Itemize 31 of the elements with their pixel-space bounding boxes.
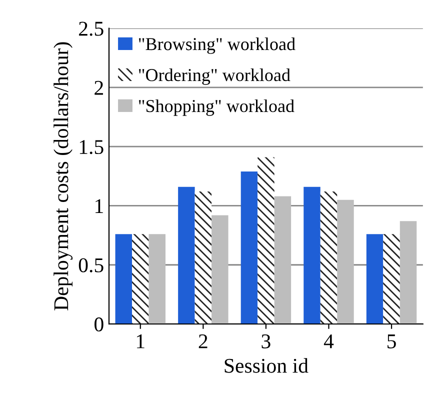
bar: [274, 196, 292, 324]
bar: [366, 234, 384, 324]
x-tick-label: 2: [198, 334, 208, 348]
y-tick-label: 2: [94, 80, 103, 95]
y-axis-title: Deployment costs (dollars/hour): [54, 42, 73, 310]
bar: [212, 215, 228, 324]
bar: [304, 186, 320, 324]
legend-label: "Browsing" workload: [139, 37, 296, 54]
y-tick-label: 1: [96, 199, 103, 213]
x-tick-label: 5: [388, 334, 396, 348]
legend-label: "Ordering" workload: [139, 68, 290, 85]
y-tick-label: 0.5: [78, 258, 104, 272]
bar: [240, 171, 258, 324]
bar: [115, 234, 132, 324]
x-tick-label: 1: [137, 334, 144, 348]
bar: [194, 192, 212, 324]
y-tick-label: 2.5: [79, 22, 104, 36]
bar: [178, 186, 195, 324]
y-tick-label: 1.5: [80, 140, 104, 154]
x-tick-label: 3: [262, 334, 270, 348]
bar: [148, 234, 166, 324]
bar: [400, 221, 417, 324]
bar: [132, 234, 149, 324]
y-tick-label: 0: [94, 317, 104, 332]
x-tick-label: 4: [324, 334, 334, 348]
legend-label: "Shopping" workload: [139, 99, 294, 116]
x-axis-title: Session id: [224, 358, 308, 373]
bar: [383, 234, 400, 324]
bar: [320, 192, 338, 324]
bar: [258, 157, 274, 324]
bar: [337, 200, 354, 324]
